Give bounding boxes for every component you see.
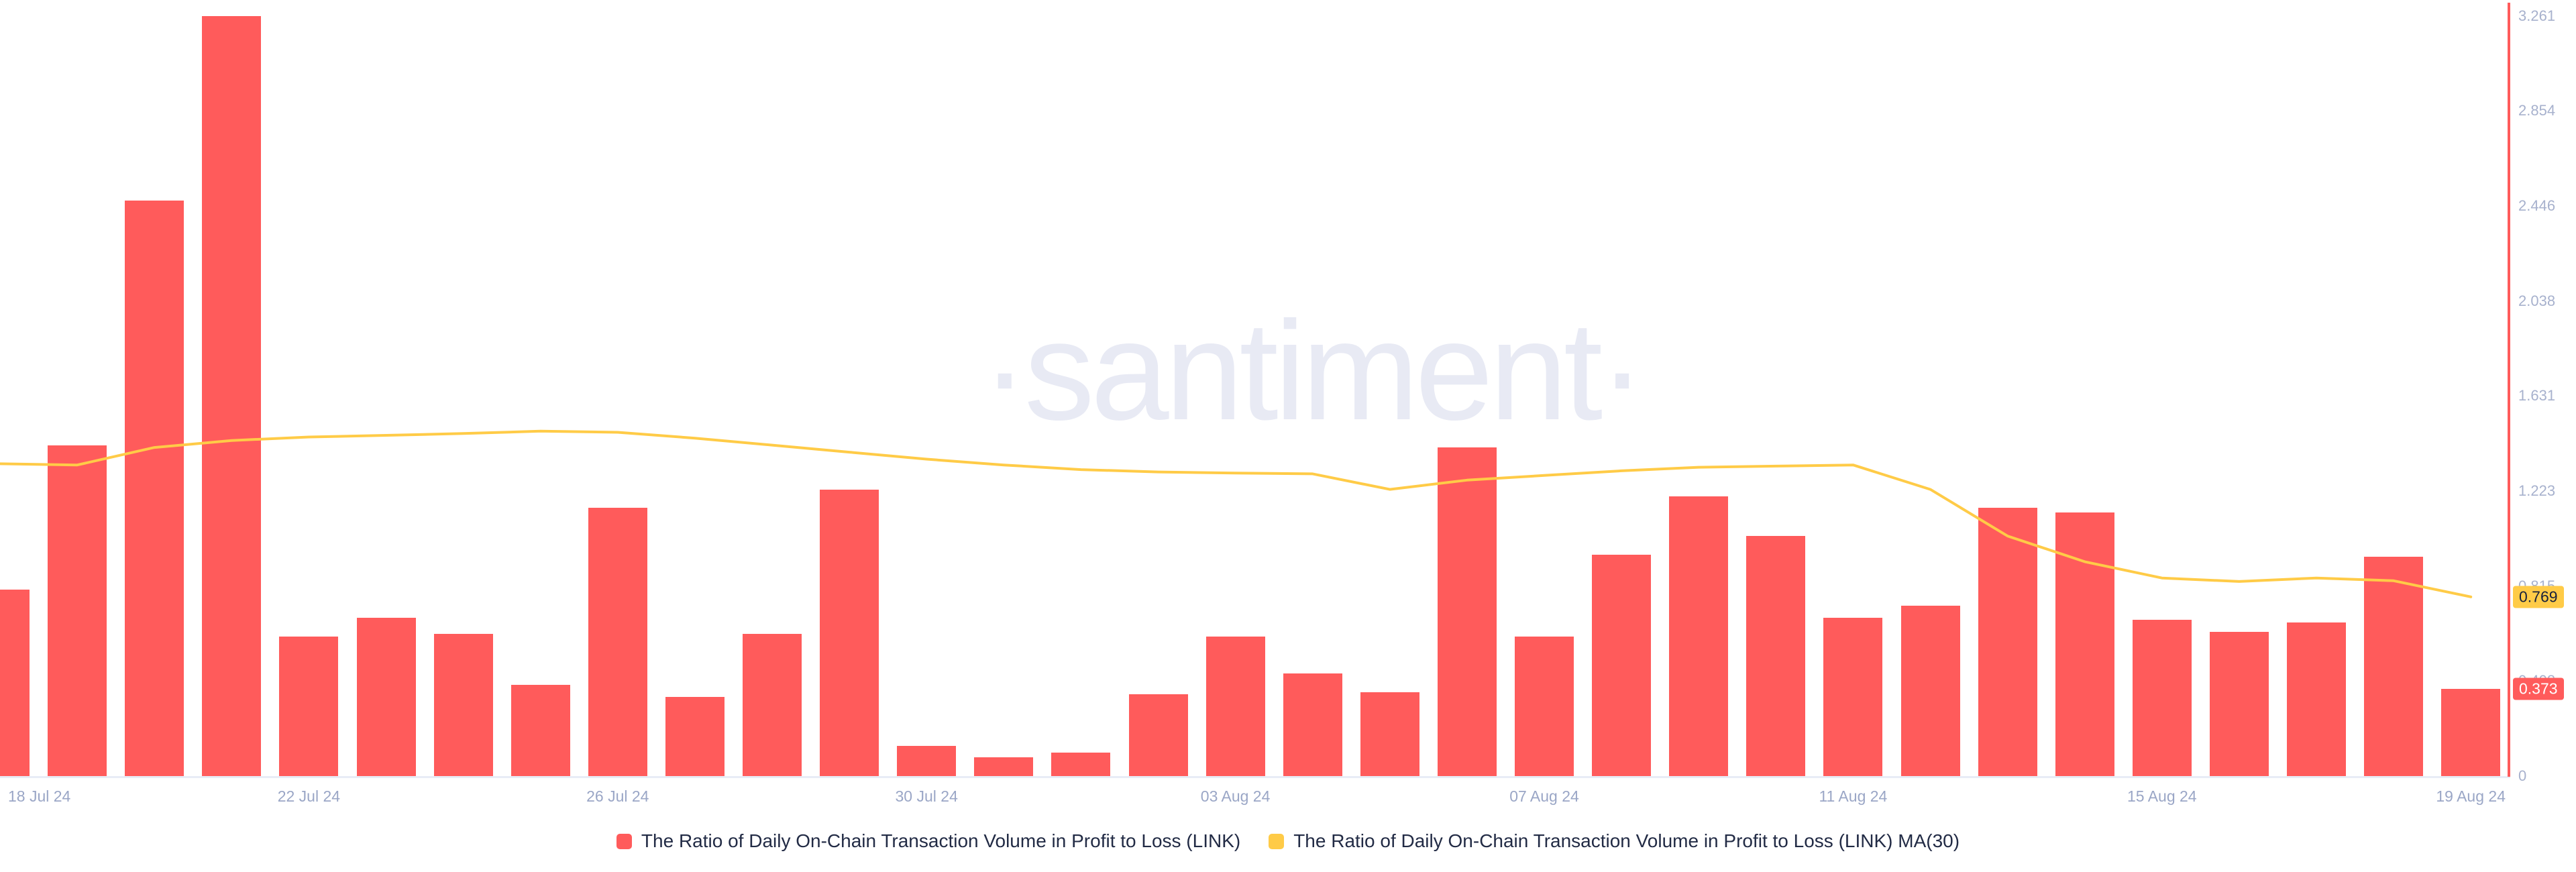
x-label-30-Jul-24: 30 Jul 24 [895,787,958,805]
chart-bar-24-Jul-24[interactable] [433,634,493,776]
chart-bar-15-Aug-24[interactable] [2132,620,2192,776]
ma30-polyline [0,429,2473,598]
chart-bar-12-Aug-24[interactable] [1900,606,1960,776]
chart-bar-09-Aug-24[interactable] [1669,496,1729,776]
y-tick-2.854: 2.854 [2518,102,2556,119]
bar-current-value-badge: 0.373 [2513,677,2564,700]
chart-bar-06-Aug-24[interactable] [1437,447,1497,776]
y-tick-1.223: 1.223 [2518,482,2556,500]
chart-bar-18-Jul-24[interactable] [0,590,30,776]
chart-bar-13-Aug-24[interactable] [1978,508,2037,776]
chart-bar-01-Aug-24[interactable] [1051,753,1111,776]
chart-bar-28-Jul-24[interactable] [743,634,802,776]
chart-bar-21-Jul-24[interactable] [202,16,262,776]
chart-bar-20-Jul-24[interactable] [125,200,184,776]
chart-bar-27-Jul-24[interactable] [665,696,724,776]
chart-bar-18-Aug-24[interactable] [2364,557,2424,776]
ma30-line [0,429,2473,598]
chart-bar-04-Aug-24[interactable] [1283,673,1342,776]
chart-bar-14-Aug-24[interactable] [2055,512,2114,776]
santiment-watermark: ·santiment· [981,292,1646,449]
chart-bar-17-Aug-24[interactable] [2287,622,2346,776]
chart-bar-23-Jul-24[interactable] [356,617,416,776]
x-label-22-Jul-24: 22 Jul 24 [277,787,341,805]
ma-current-value-badge: 0.769 [2513,586,2564,608]
legend-item-ma30[interactable]: The Ratio of Daily On-Chain Transaction … [1269,830,1960,852]
legend-label-ma30: The Ratio of Daily On-Chain Transaction … [1293,830,1960,851]
chart-bar-05-Aug-24[interactable] [1360,692,1419,776]
chart-bar-02-Aug-24[interactable] [1128,694,1188,776]
x-label-03-Aug-24: 03 Aug 24 [1200,787,1271,805]
chart-bar-25-Jul-24[interactable] [511,685,570,776]
y-tick-0: 0 [2518,767,2527,784]
y-tick-3.261: 3.261 [2518,7,2556,24]
chart-bar-26-Jul-24[interactable] [588,508,647,776]
chart-bar-11-Aug-24[interactable] [1823,617,1883,776]
x-label-07-Aug-24: 07 Aug 24 [1509,787,1579,805]
legend: The Ratio of Daily On-Chain Transaction … [0,830,2576,852]
y-tick-1.631: 1.631 [2518,387,2556,404]
legend-marker-yellow-icon [1269,833,1285,849]
x-label-15-Aug-24: 15 Aug 24 [2127,787,2197,805]
chart-bar-30-Jul-24[interactable] [897,745,957,776]
legend-label-ratio: The Ratio of Daily On-Chain Transaction … [641,830,1241,851]
chart-bar-31-Jul-24[interactable] [974,757,1034,776]
y-tick-2.446: 2.446 [2518,197,2556,215]
y-tick-2.038: 2.038 [2518,292,2556,309]
chart-bar-29-Jul-24[interactable] [820,489,879,776]
chart-bar-03-Aug-24[interactable] [1205,636,1265,776]
legend-item-ratio[interactable]: The Ratio of Daily On-Chain Transaction … [616,830,1240,852]
x-label-26-Jul-24: 26 Jul 24 [586,787,649,805]
x-axis-baseline [0,776,2510,778]
legend-marker-red-icon [616,833,632,849]
chart-bar-19-Aug-24[interactable] [2441,689,2501,776]
chart-bar-07-Aug-24[interactable] [1515,636,1574,776]
x-label-19-Aug-24: 19 Aug 24 [2436,787,2506,805]
y-axis-line [2508,3,2510,777]
chart-bar-10-Aug-24[interactable] [1746,536,1806,776]
chart-bar-22-Jul-24[interactable] [279,636,339,776]
chart-bar-19-Jul-24[interactable] [48,445,107,776]
x-label-11-Aug-24: 11 Aug 24 [1819,787,1888,805]
x-label-18-Jul-24: 18 Jul 24 [8,787,71,805]
plot-area: ·santiment· [0,16,2501,776]
chart-bar-16-Aug-24[interactable] [2209,631,2269,776]
chart-bar-08-Aug-24[interactable] [1592,554,1652,776]
